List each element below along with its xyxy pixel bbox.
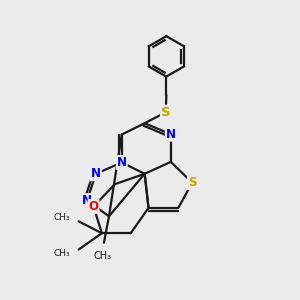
- Text: N: N: [91, 167, 101, 180]
- Text: CH₃: CH₃: [54, 213, 70, 222]
- Text: O: O: [88, 200, 98, 213]
- Text: CH₃: CH₃: [54, 249, 70, 258]
- Text: N: N: [117, 156, 127, 169]
- Text: N: N: [166, 128, 176, 141]
- Text: N: N: [82, 194, 92, 207]
- Text: CH₃: CH₃: [93, 251, 112, 261]
- Text: S: S: [188, 176, 196, 189]
- Text: S: S: [161, 106, 171, 119]
